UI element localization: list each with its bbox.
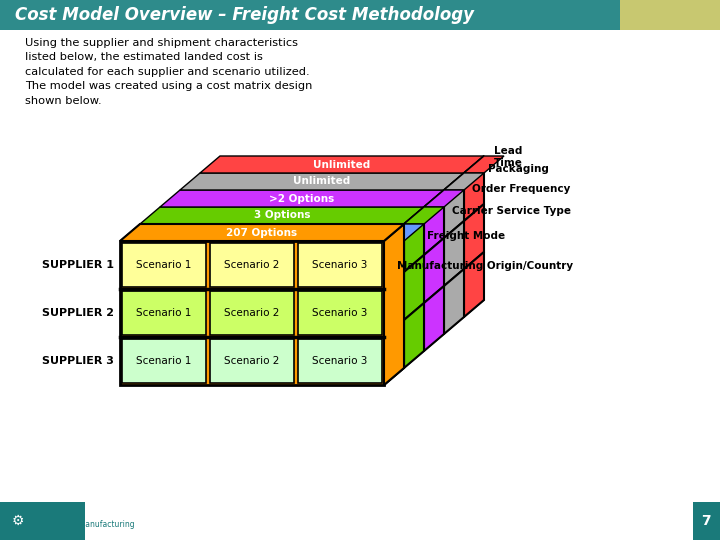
Polygon shape — [384, 224, 404, 385]
Bar — [122, 291, 206, 335]
Polygon shape — [384, 272, 404, 337]
Polygon shape — [444, 221, 464, 286]
Bar — [0, 0, 720, 30]
Bar — [298, 291, 382, 335]
Text: Unlimited: Unlimited — [313, 159, 371, 170]
Bar — [122, 339, 206, 383]
Polygon shape — [444, 173, 464, 238]
Text: Using the supplier and shipment characteristics
listed below, the estimated land: Using the supplier and shipment characte… — [25, 38, 312, 106]
Text: Cost Model Overview – Freight Cost Methodology: Cost Model Overview – Freight Cost Metho… — [15, 6, 474, 24]
Text: Scenario 1: Scenario 1 — [136, 356, 192, 366]
Polygon shape — [384, 224, 404, 289]
Polygon shape — [120, 224, 404, 241]
Text: Scenario 2: Scenario 2 — [225, 308, 279, 318]
Polygon shape — [444, 269, 464, 334]
Polygon shape — [120, 224, 404, 241]
Polygon shape — [160, 190, 444, 207]
Bar — [298, 339, 382, 383]
Text: Scenario 1: Scenario 1 — [136, 260, 192, 270]
Polygon shape — [180, 173, 464, 190]
Text: Unlimited: Unlimited — [293, 177, 351, 186]
Polygon shape — [424, 286, 444, 351]
Polygon shape — [424, 190, 464, 207]
Bar — [693, 502, 720, 540]
Text: Scenario 1: Scenario 1 — [136, 308, 192, 318]
Text: Scenario 3: Scenario 3 — [312, 308, 368, 318]
Bar — [122, 243, 206, 287]
Polygon shape — [464, 204, 484, 269]
Text: Scenario 3: Scenario 3 — [312, 260, 368, 270]
Text: SUPPLIER 3: SUPPLIER 3 — [42, 356, 114, 366]
Polygon shape — [404, 207, 424, 272]
Bar — [210, 339, 294, 383]
Polygon shape — [384, 224, 404, 385]
Polygon shape — [404, 255, 424, 320]
Text: Scenario 2: Scenario 2 — [225, 356, 279, 366]
Bar — [210, 291, 294, 335]
Text: 207 Options: 207 Options — [226, 227, 297, 238]
Polygon shape — [464, 156, 484, 317]
Polygon shape — [464, 156, 504, 173]
Polygon shape — [424, 238, 444, 303]
Polygon shape — [464, 252, 484, 317]
Text: Leaders for Manufacturing: Leaders for Manufacturing — [33, 520, 135, 529]
Text: MIT LFM: MIT LFM — [33, 506, 76, 515]
Bar — [0, 502, 85, 540]
Polygon shape — [444, 173, 464, 334]
Bar — [120, 241, 384, 385]
Polygon shape — [444, 173, 484, 190]
Polygon shape — [404, 207, 444, 224]
Text: Unlimited: Unlimited — [333, 143, 391, 152]
Text: 3 Options: 3 Options — [253, 211, 310, 220]
Polygon shape — [140, 207, 424, 224]
Text: Freight Mode: Freight Mode — [427, 231, 505, 241]
Text: Carrier Service Type: Carrier Service Type — [452, 206, 571, 216]
Polygon shape — [200, 156, 484, 173]
Polygon shape — [404, 207, 424, 368]
Text: SUPPLIER 2: SUPPLIER 2 — [42, 308, 114, 318]
Text: Order Frequency: Order Frequency — [472, 184, 570, 194]
Bar — [210, 243, 294, 287]
Text: Manufacturing Origin/Country: Manufacturing Origin/Country — [397, 261, 573, 271]
Text: >2 Options: >2 Options — [269, 193, 335, 204]
Text: Lead
Time: Lead Time — [494, 146, 523, 167]
Polygon shape — [424, 190, 444, 255]
Polygon shape — [404, 303, 424, 368]
Polygon shape — [384, 320, 404, 385]
Bar — [298, 243, 382, 287]
Text: Packaging: Packaging — [488, 164, 549, 174]
Polygon shape — [424, 190, 444, 351]
Text: ⚙: ⚙ — [12, 514, 24, 528]
Text: Scenario 3: Scenario 3 — [312, 356, 368, 366]
Text: SUPPLIER 1: SUPPLIER 1 — [42, 260, 114, 270]
Text: Scenario 2: Scenario 2 — [225, 260, 279, 270]
Text: 7: 7 — [701, 514, 711, 528]
Circle shape — [8, 511, 28, 531]
Bar — [620, 0, 720, 30]
Polygon shape — [384, 224, 424, 241]
Polygon shape — [464, 156, 484, 221]
